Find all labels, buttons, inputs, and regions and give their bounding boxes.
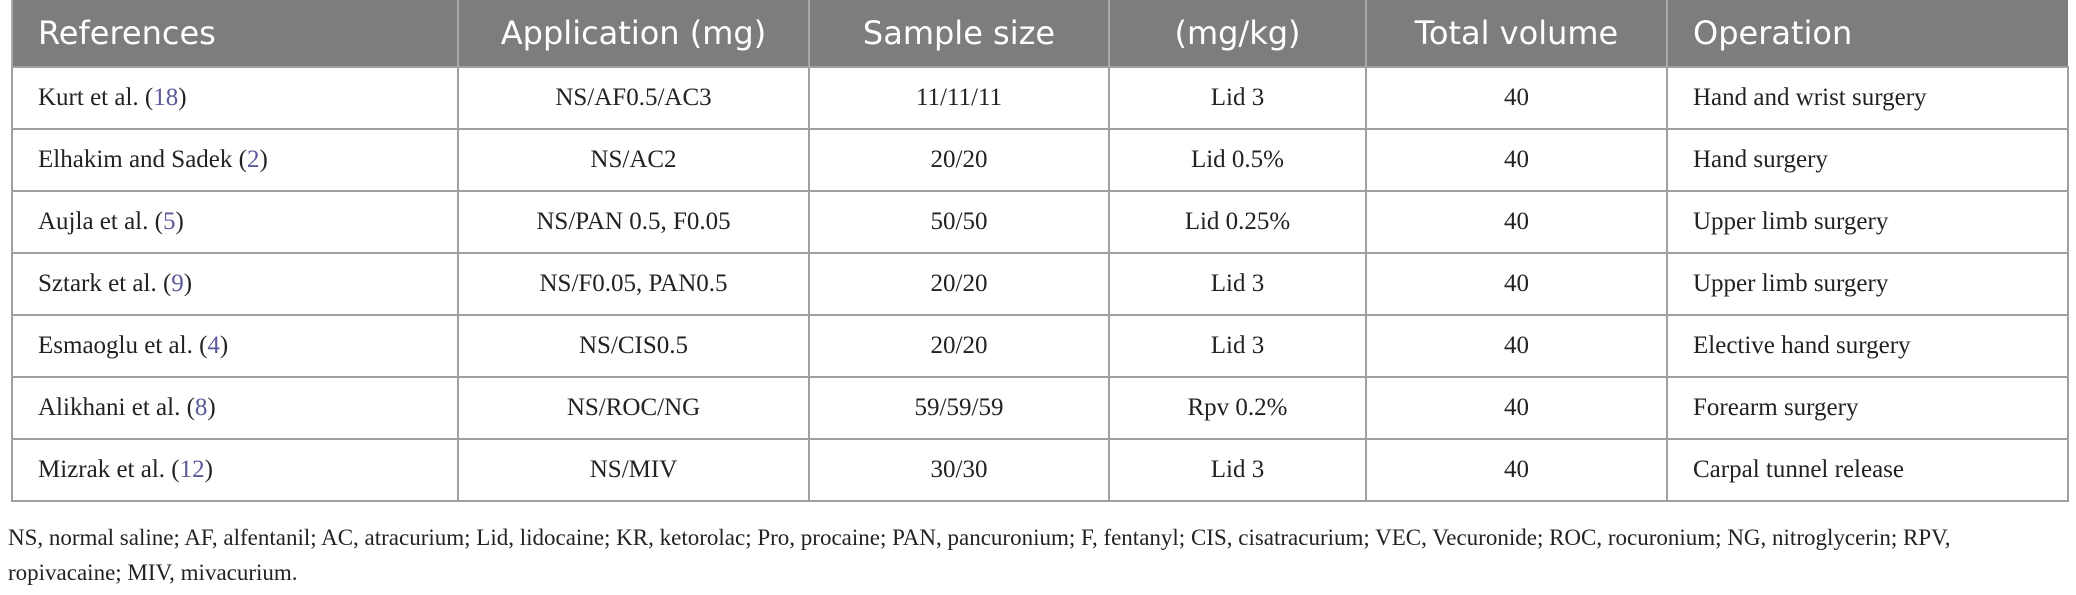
table-cell: Upper limb surgery [1666, 252, 2069, 316]
cell-text: ) [207, 394, 216, 421]
cell-text: Esmaoglu et al. ( [38, 332, 208, 359]
table-cell: 40 [1365, 376, 1668, 440]
table-cell: 40 [1365, 128, 1668, 192]
table-row: Esmaoglu et al. (4) NS/CIS0.5 20/20 Lid 3 40… [11, 314, 2069, 378]
cell-text: ) [183, 270, 193, 297]
column-header: References [11, 0, 458, 67]
footnote: NS, normal saline; AF, alfentanil; AC, a… [8, 525, 1951, 585]
cell-text: Sztark et al. ( [38, 270, 172, 297]
table-cell: Alikhani et al. (8) [11, 376, 459, 440]
citation-link: 12 [179, 456, 205, 483]
table-cell: 30/30 [808, 438, 1110, 502]
table-cell: 20/20 [808, 128, 1110, 192]
cell-text: ) [219, 332, 229, 359]
cell-text: ) [175, 208, 184, 235]
citation-link: 9 [171, 270, 184, 297]
data-table: References Application (mg) Sample size (mg… [11, 0, 2069, 502]
table-cell: Lid 3 [1108, 314, 1367, 378]
table-cell: Lid 3 [1108, 252, 1367, 316]
table-cell: 11/11/11 [808, 66, 1110, 130]
column-header: (mg/kg) [1108, 0, 1366, 67]
column-header: Sample size [808, 0, 1109, 67]
table-cell: Lid 0.25% [1108, 190, 1367, 254]
table-cell: 40 [1365, 252, 1668, 316]
table-row: Elhakim and Sadek (2) NS/AC2 20/20 Lid 0.5%… [11, 128, 2069, 192]
table-cell: Lid 3 [1108, 66, 1367, 130]
cell-text: ) [178, 84, 187, 111]
cell-text: Aujla et al. ( [38, 208, 163, 235]
table-cell: Carpal tunnel release [1666, 438, 2069, 502]
cell-text: Alikhani et al. ( [38, 394, 195, 421]
table-cell: Esmaoglu et al. (4) [11, 314, 459, 378]
table-cell: Hand and wrist surgery [1666, 66, 2069, 130]
table-row: Kurt et al. (18) NS/AF0.5/AC3 11/11/11 Lid … [11, 66, 2069, 130]
citation-link: 5 [162, 208, 176, 235]
column-header: Application (mg) [457, 0, 809, 67]
table-cell: Forearm surgery [1666, 376, 2069, 440]
table-row: Mizrak et al. (12) NS/MIV 30/30 Lid 3 40 Carp… [11, 438, 2069, 502]
table-row: Sztark et al. (9) NS/F0.05, PAN0.5 20/20 Li… [11, 252, 2069, 316]
table-cell: 20/20 [808, 252, 1110, 316]
header-row: References Application (mg) Sample size (mg… [11, 0, 2068, 67]
table-cell: Mizrak et al. (12) [11, 438, 459, 502]
table-cell: Aujla et al. (5) [11, 190, 459, 254]
table-cell: 40 [1365, 190, 1668, 254]
citation-link: 4 [207, 332, 220, 359]
table-cell: Elective hand surgery [1666, 314, 2069, 378]
table-row: Alikhani et al. (8) NS/ROC/NG 59/59/59 Rpv … [11, 376, 2069, 440]
column-header: Operation [1666, 0, 2068, 67]
table-cell: Kurt et al. (18) [11, 66, 459, 130]
table-row: Aujla et al. (5) NS/PAN 0.5, F0.05 50/50 Li… [11, 190, 2069, 254]
table-cell: NS/AC2 [457, 128, 810, 192]
table-cell: Upper limb surgery [1666, 190, 2069, 254]
table-cell: 20/20 [808, 314, 1110, 378]
table-cell: 50/50 [808, 190, 1110, 254]
citation-link: 18 [153, 84, 179, 111]
citation-link: 2 [246, 146, 260, 173]
cell-text: ) [204, 456, 213, 483]
table-cell: 40 [1365, 314, 1668, 378]
table-cell: Elhakim and Sadek (2) [11, 128, 459, 192]
cell-text: Mizrak et al. ( [38, 456, 180, 483]
table-cell: 59/59/59 [808, 376, 1110, 440]
table-cell: NS/ROC/NG [457, 376, 810, 440]
table-cell: NS/MIV [457, 438, 810, 502]
citation-link: 8 [194, 394, 208, 421]
table-cell: 40 [1365, 438, 1668, 502]
table-cell: Lid 0.5% [1108, 128, 1367, 192]
table-cell: NS/F0.05, PAN0.5 [457, 252, 810, 316]
table-cell: NS/CIS0.5 [457, 314, 810, 378]
table-cell: NS/PAN 0.5, F0.05 [457, 190, 810, 254]
table-cell: Lid 3 [1108, 438, 1367, 502]
table-cell: Sztark et al. (9) [11, 252, 459, 316]
cell-text: Kurt et al. ( [38, 84, 154, 111]
table-cell: 40 [1365, 66, 1668, 130]
table-cell: Rpv 0.2% [1108, 376, 1367, 440]
column-header: Total volume [1365, 0, 1667, 67]
table-cell: Hand surgery [1666, 128, 2069, 192]
cell-text: Elhakim and Sadek ( [38, 146, 247, 173]
cell-text: ) [259, 146, 268, 173]
table-cell: NS/AF0.5/AC3 [457, 66, 810, 130]
